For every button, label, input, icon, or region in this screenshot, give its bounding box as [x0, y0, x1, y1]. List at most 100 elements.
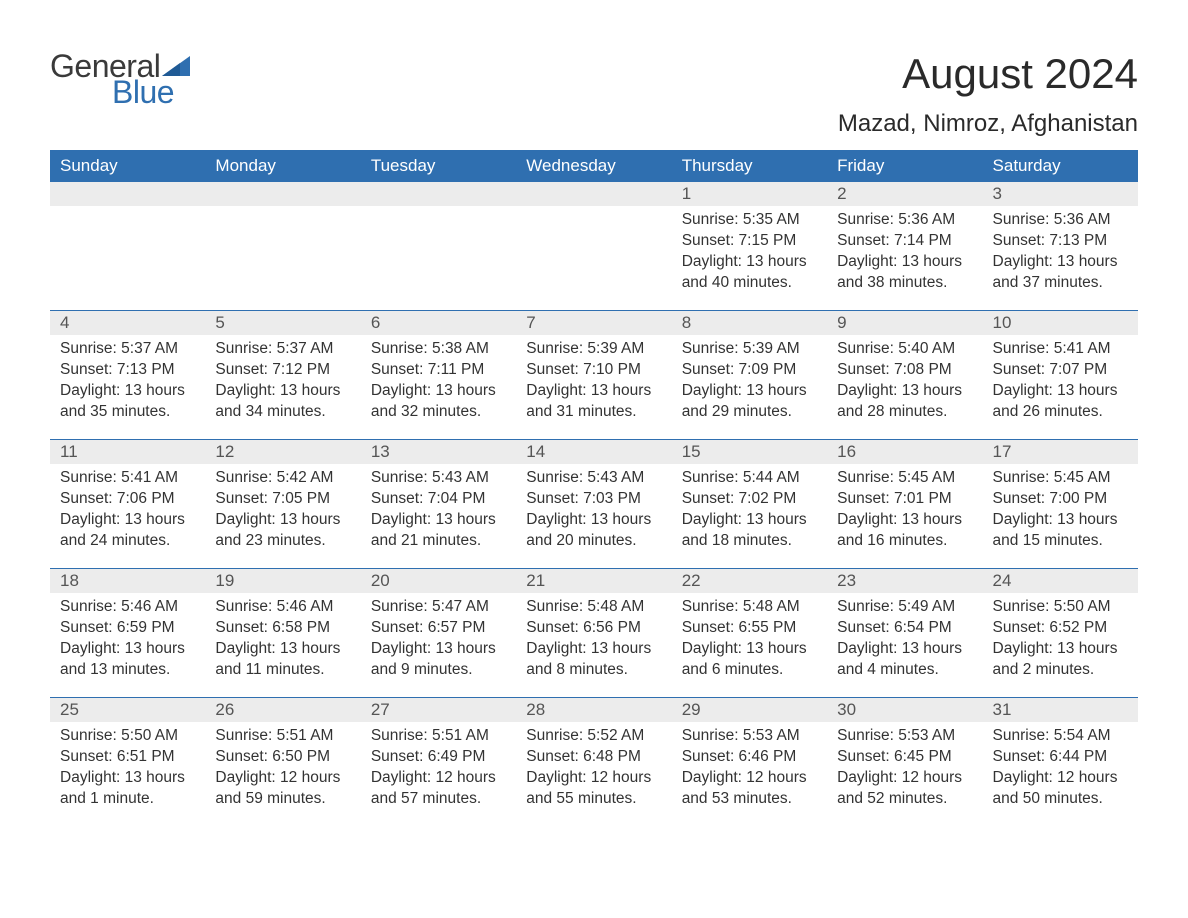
- day-number: 7: [516, 311, 671, 335]
- day-cell: .: [50, 182, 205, 310]
- day-cell: 13Sunrise: 5:43 AMSunset: 7:04 PMDayligh…: [361, 440, 516, 568]
- sunrise-text: Sunrise: 5:47 AM: [371, 597, 506, 618]
- daylight-text: Daylight: 13 hours and 29 minutes.: [682, 381, 817, 423]
- sunrise-text: Sunrise: 5:52 AM: [526, 726, 661, 747]
- weekday-header: Friday: [827, 150, 982, 182]
- day-number: 11: [50, 440, 205, 464]
- daylight-text: Daylight: 13 hours and 37 minutes.: [993, 252, 1128, 294]
- sunset-text: Sunset: 6:56 PM: [526, 618, 661, 639]
- daylight-text: Daylight: 13 hours and 38 minutes.: [837, 252, 972, 294]
- day-body: Sunrise: 5:39 AMSunset: 7:09 PMDaylight:…: [672, 335, 827, 431]
- day-number: 2: [827, 182, 982, 206]
- sunrise-text: Sunrise: 5:41 AM: [993, 339, 1128, 360]
- brand-word2: Blue: [112, 76, 190, 108]
- daylight-text: Daylight: 13 hours and 28 minutes.: [837, 381, 972, 423]
- sunset-text: Sunset: 7:00 PM: [993, 489, 1128, 510]
- day-number: 5: [205, 311, 360, 335]
- sunset-text: Sunset: 6:44 PM: [993, 747, 1128, 768]
- daylight-text: Daylight: 13 hours and 24 minutes.: [60, 510, 195, 552]
- day-number: 3: [983, 182, 1138, 206]
- day-cell: 30Sunrise: 5:53 AMSunset: 6:45 PMDayligh…: [827, 698, 982, 826]
- sunset-text: Sunset: 6:55 PM: [682, 618, 817, 639]
- day-number: 6: [361, 311, 516, 335]
- day-cell: 29Sunrise: 5:53 AMSunset: 6:46 PMDayligh…: [672, 698, 827, 826]
- sunset-text: Sunset: 7:12 PM: [215, 360, 350, 381]
- day-number: 19: [205, 569, 360, 593]
- day-cell: 17Sunrise: 5:45 AMSunset: 7:00 PMDayligh…: [983, 440, 1138, 568]
- day-number: 15: [672, 440, 827, 464]
- weekday-header: Sunday: [50, 150, 205, 182]
- sunset-text: Sunset: 6:52 PM: [993, 618, 1128, 639]
- daylight-text: Daylight: 12 hours and 53 minutes.: [682, 768, 817, 810]
- sunset-text: Sunset: 7:15 PM: [682, 231, 817, 252]
- sunrise-text: Sunrise: 5:37 AM: [215, 339, 350, 360]
- day-body: Sunrise: 5:41 AMSunset: 7:07 PMDaylight:…: [983, 335, 1138, 431]
- day-body: Sunrise: 5:42 AMSunset: 7:05 PMDaylight:…: [205, 464, 360, 560]
- sunset-text: Sunset: 7:13 PM: [993, 231, 1128, 252]
- week-row: ....1Sunrise: 5:35 AMSunset: 7:15 PMDayl…: [50, 182, 1138, 310]
- day-number: .: [205, 182, 360, 206]
- day-body: Sunrise: 5:53 AMSunset: 6:46 PMDaylight:…: [672, 722, 827, 818]
- day-number: 20: [361, 569, 516, 593]
- week-row: 25Sunrise: 5:50 AMSunset: 6:51 PMDayligh…: [50, 697, 1138, 826]
- day-body: Sunrise: 5:41 AMSunset: 7:06 PMDaylight:…: [50, 464, 205, 560]
- day-body: Sunrise: 5:44 AMSunset: 7:02 PMDaylight:…: [672, 464, 827, 560]
- sunrise-text: Sunrise: 5:43 AM: [526, 468, 661, 489]
- sunrise-text: Sunrise: 5:35 AM: [682, 210, 817, 231]
- sunrise-text: Sunrise: 5:48 AM: [682, 597, 817, 618]
- daylight-text: Daylight: 13 hours and 1 minute.: [60, 768, 195, 810]
- day-number: 27: [361, 698, 516, 722]
- day-cell: 27Sunrise: 5:51 AMSunset: 6:49 PMDayligh…: [361, 698, 516, 826]
- sunset-text: Sunset: 6:48 PM: [526, 747, 661, 768]
- day-body: Sunrise: 5:40 AMSunset: 7:08 PMDaylight:…: [827, 335, 982, 431]
- day-cell: 22Sunrise: 5:48 AMSunset: 6:55 PMDayligh…: [672, 569, 827, 697]
- sunset-text: Sunset: 7:07 PM: [993, 360, 1128, 381]
- daylight-text: Daylight: 13 hours and 2 minutes.: [993, 639, 1128, 681]
- flag-icon: [162, 56, 190, 76]
- daylight-text: Daylight: 13 hours and 26 minutes.: [993, 381, 1128, 423]
- day-cell: 14Sunrise: 5:43 AMSunset: 7:03 PMDayligh…: [516, 440, 671, 568]
- day-cell: 18Sunrise: 5:46 AMSunset: 6:59 PMDayligh…: [50, 569, 205, 697]
- sunrise-text: Sunrise: 5:41 AM: [60, 468, 195, 489]
- week-row: 11Sunrise: 5:41 AMSunset: 7:06 PMDayligh…: [50, 439, 1138, 568]
- day-number: 30: [827, 698, 982, 722]
- day-cell: 19Sunrise: 5:46 AMSunset: 6:58 PMDayligh…: [205, 569, 360, 697]
- day-cell: 6Sunrise: 5:38 AMSunset: 7:11 PMDaylight…: [361, 311, 516, 439]
- day-number: 29: [672, 698, 827, 722]
- day-body: Sunrise: 5:43 AMSunset: 7:04 PMDaylight:…: [361, 464, 516, 560]
- sunrise-text: Sunrise: 5:54 AM: [993, 726, 1128, 747]
- sunset-text: Sunset: 7:08 PM: [837, 360, 972, 381]
- sunset-text: Sunset: 7:14 PM: [837, 231, 972, 252]
- daylight-text: Daylight: 13 hours and 13 minutes.: [60, 639, 195, 681]
- day-cell: 3Sunrise: 5:36 AMSunset: 7:13 PMDaylight…: [983, 182, 1138, 310]
- day-number: 16: [827, 440, 982, 464]
- sunset-text: Sunset: 7:04 PM: [371, 489, 506, 510]
- day-body: Sunrise: 5:39 AMSunset: 7:10 PMDaylight:…: [516, 335, 671, 431]
- day-cell: 7Sunrise: 5:39 AMSunset: 7:10 PMDaylight…: [516, 311, 671, 439]
- sunrise-text: Sunrise: 5:46 AM: [60, 597, 195, 618]
- day-number: 12: [205, 440, 360, 464]
- sunset-text: Sunset: 6:46 PM: [682, 747, 817, 768]
- day-cell: 20Sunrise: 5:47 AMSunset: 6:57 PMDayligh…: [361, 569, 516, 697]
- daylight-text: Daylight: 12 hours and 50 minutes.: [993, 768, 1128, 810]
- sunset-text: Sunset: 6:45 PM: [837, 747, 972, 768]
- day-number: .: [50, 182, 205, 206]
- day-body: Sunrise: 5:46 AMSunset: 6:58 PMDaylight:…: [205, 593, 360, 689]
- daylight-text: Daylight: 13 hours and 34 minutes.: [215, 381, 350, 423]
- weekday-header: Saturday: [983, 150, 1138, 182]
- weekday-header: Thursday: [672, 150, 827, 182]
- day-body: Sunrise: 5:52 AMSunset: 6:48 PMDaylight:…: [516, 722, 671, 818]
- sunrise-text: Sunrise: 5:45 AM: [837, 468, 972, 489]
- sunrise-text: Sunrise: 5:43 AM: [371, 468, 506, 489]
- day-body: Sunrise: 5:37 AMSunset: 7:13 PMDaylight:…: [50, 335, 205, 431]
- day-cell: 28Sunrise: 5:52 AMSunset: 6:48 PMDayligh…: [516, 698, 671, 826]
- day-cell: 21Sunrise: 5:48 AMSunset: 6:56 PMDayligh…: [516, 569, 671, 697]
- sunset-text: Sunset: 6:59 PM: [60, 618, 195, 639]
- sunset-text: Sunset: 7:10 PM: [526, 360, 661, 381]
- sunrise-text: Sunrise: 5:50 AM: [60, 726, 195, 747]
- week-row: 18Sunrise: 5:46 AMSunset: 6:59 PMDayligh…: [50, 568, 1138, 697]
- day-body: Sunrise: 5:54 AMSunset: 6:44 PMDaylight:…: [983, 722, 1138, 818]
- day-cell: .: [205, 182, 360, 310]
- day-cell: 16Sunrise: 5:45 AMSunset: 7:01 PMDayligh…: [827, 440, 982, 568]
- sunset-text: Sunset: 6:50 PM: [215, 747, 350, 768]
